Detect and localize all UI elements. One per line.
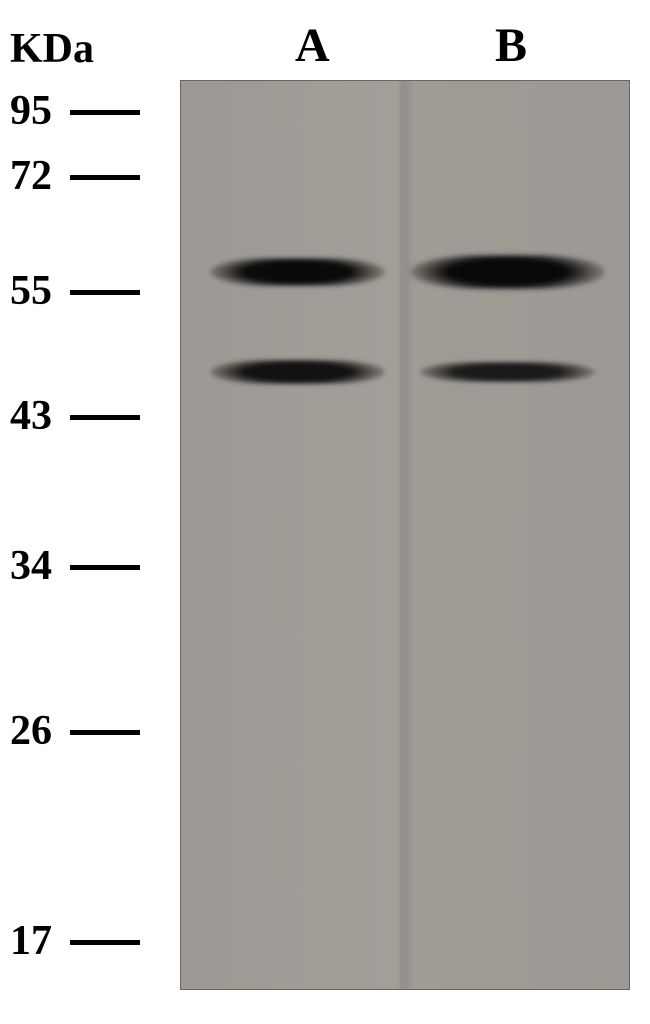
marker-tick-72 [70, 175, 140, 180]
marker-label-17: 17 [10, 917, 52, 965]
kda-header: KDa [10, 25, 94, 73]
lane-divider [400, 80, 402, 990]
marker-tick-26 [70, 730, 140, 735]
marker-label-26: 26 [10, 707, 52, 755]
marker-label-72: 72 [10, 152, 52, 200]
marker-label-34: 34 [10, 542, 52, 590]
band-b-2 [410, 255, 605, 289]
western-blot-figure: KDa A B 95 72 55 43 34 26 17 [0, 0, 650, 1024]
blot-membrane [180, 80, 630, 990]
band-a-1 [210, 360, 385, 384]
marker-label-95: 95 [10, 87, 52, 135]
band-b-3 [420, 362, 595, 382]
marker-tick-17 [70, 940, 140, 945]
marker-label-43: 43 [10, 392, 52, 440]
marker-label-55: 55 [10, 267, 52, 315]
marker-tick-95 [70, 110, 140, 115]
lane-label-b: B [495, 18, 527, 73]
marker-tick-43 [70, 415, 140, 420]
marker-tick-55 [70, 290, 140, 295]
lane-label-a: A [295, 18, 330, 73]
marker-tick-34 [70, 565, 140, 570]
band-a-0 [210, 258, 385, 286]
